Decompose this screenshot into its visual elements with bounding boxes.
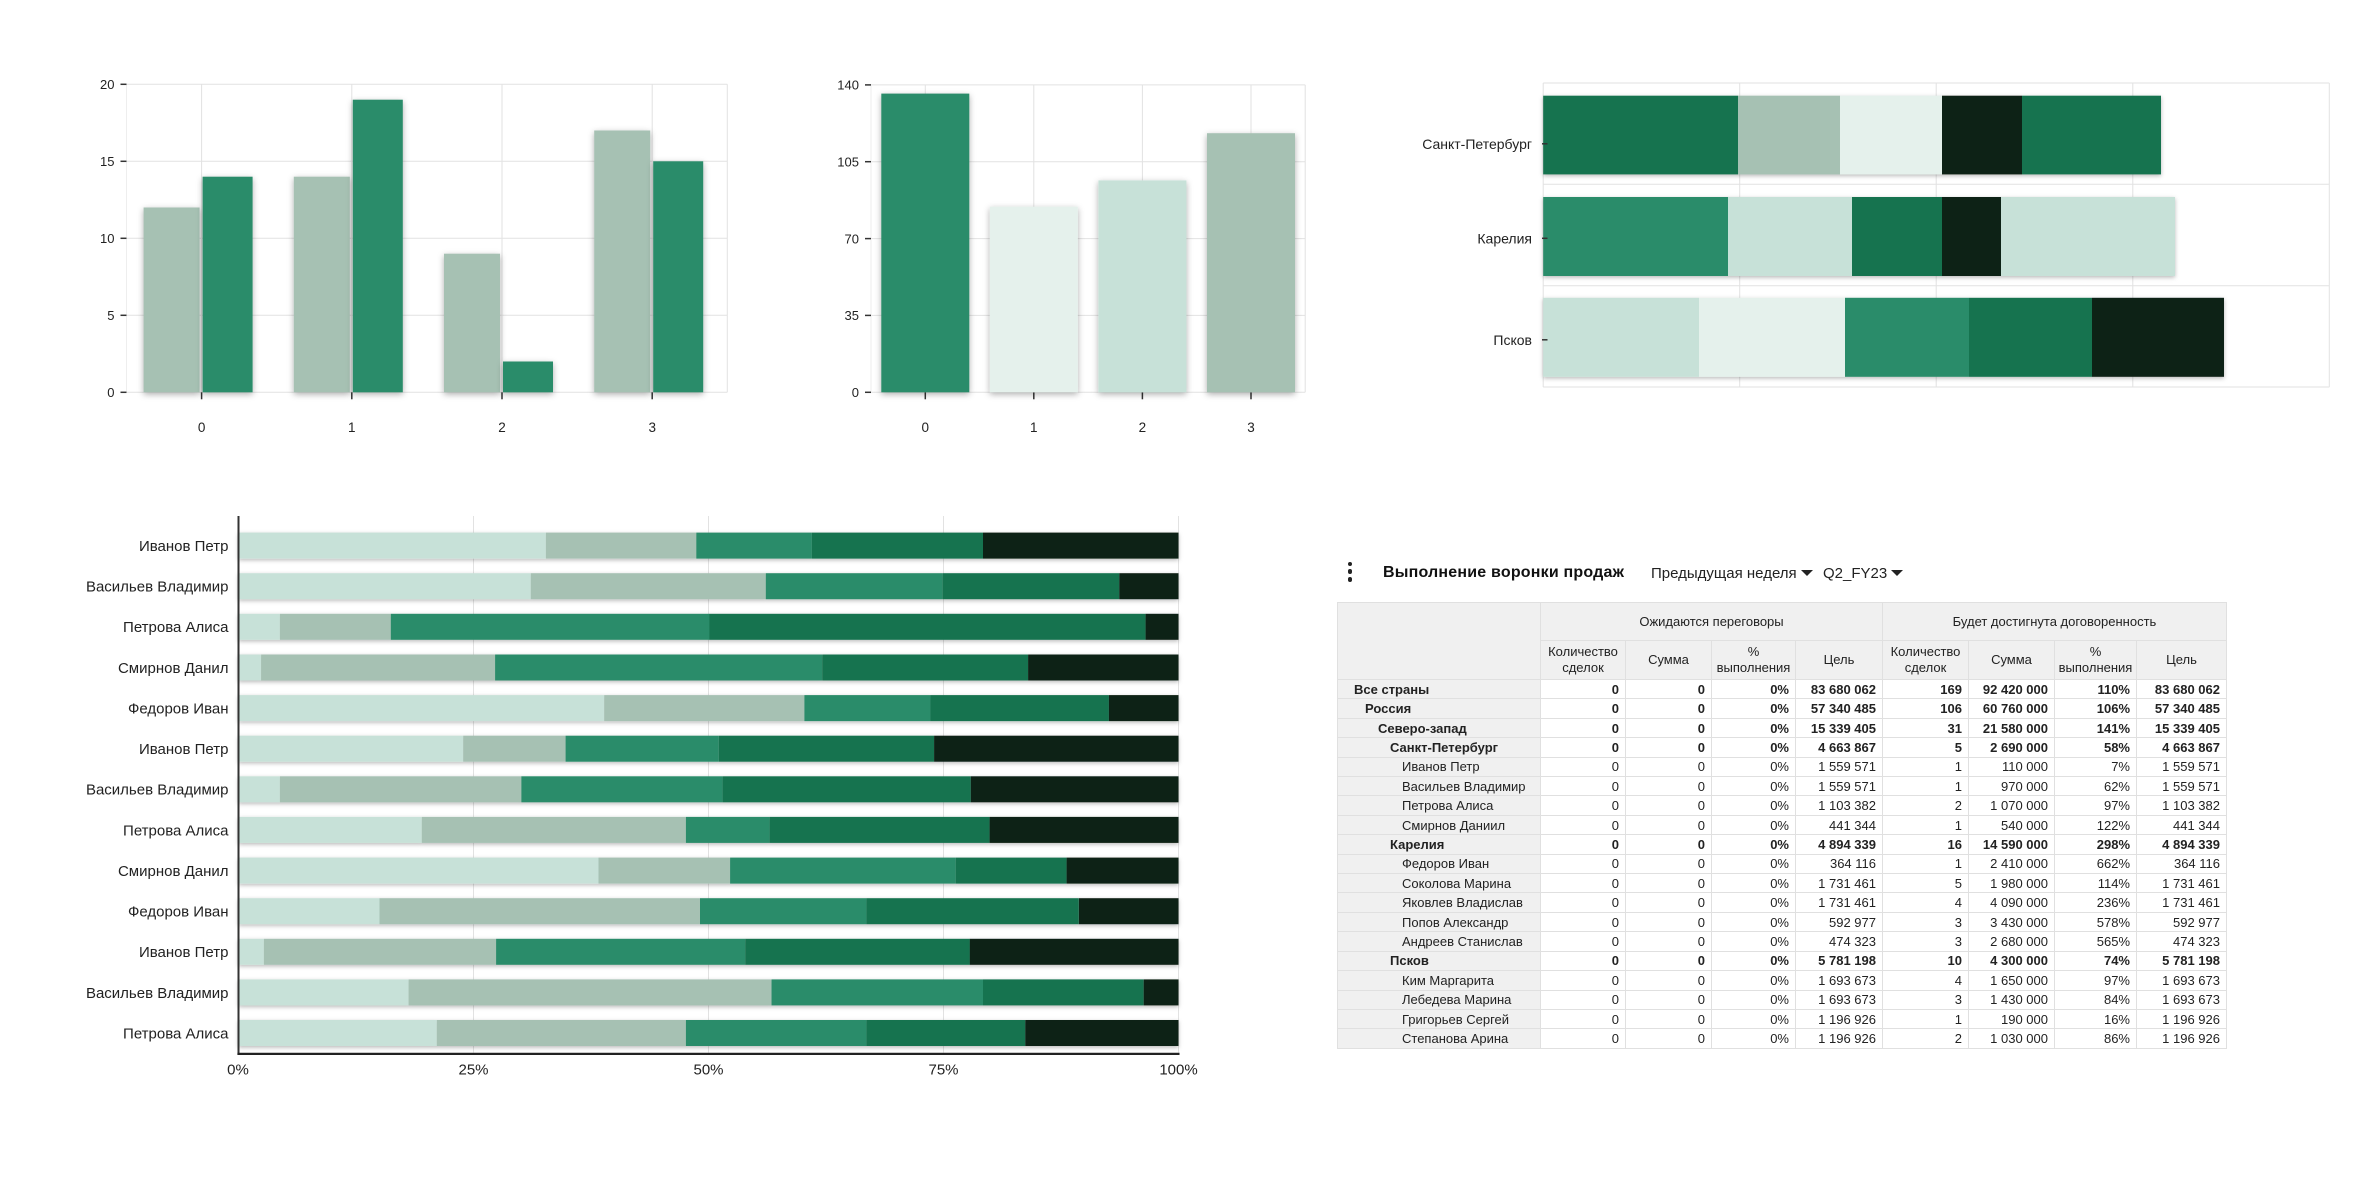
svg-text:75%: 75% [928, 1062, 958, 1079]
svg-text:Карелия: Карелия [1477, 230, 1532, 246]
svg-text:0%: 0% [227, 1062, 249, 1079]
svg-text:Федоров Иван: Федоров Иван [128, 701, 229, 718]
svg-text:35: 35 [845, 308, 859, 323]
svg-text:1: 1 [1030, 420, 1038, 435]
svg-text:0: 0 [922, 420, 930, 435]
svg-text:50%: 50% [693, 1062, 723, 1079]
svg-text:Петрова Алиса: Петрова Алиса [123, 1026, 229, 1043]
svg-text:2: 2 [1139, 420, 1147, 435]
svg-text:3: 3 [648, 420, 656, 435]
svg-text:70: 70 [845, 231, 859, 246]
svg-text:Псков: Псков [1493, 332, 1532, 348]
svg-text:Васильев Владимир: Васильев Владимир [86, 985, 229, 1002]
svg-text:25%: 25% [458, 1062, 488, 1079]
svg-text:Васильев Владимир: Васильев Владимир [86, 782, 229, 799]
svg-text:Иванов Петр: Иванов Петр [139, 741, 229, 758]
svg-text:0: 0 [852, 385, 859, 400]
svg-text:20: 20 [100, 77, 114, 92]
svg-text:0: 0 [107, 385, 114, 400]
svg-text:140: 140 [837, 78, 859, 93]
svg-text:Иванов Петр: Иванов Петр [139, 944, 229, 961]
svg-text:Смирнов Данил: Смирнов Данил [118, 660, 229, 677]
svg-text:Федоров Иван: Федоров Иван [128, 904, 229, 921]
svg-text:Петрова Алиса: Петрова Алиса [123, 822, 229, 839]
svg-text:3: 3 [1247, 420, 1255, 435]
svg-text:Васильев Владимир: Васильев Владимир [86, 579, 229, 596]
svg-text:Санкт-Петербург: Санкт-Петербург [1422, 136, 1532, 152]
svg-text:15: 15 [100, 154, 114, 169]
svg-text:2: 2 [498, 420, 506, 435]
svg-text:10: 10 [100, 231, 114, 246]
svg-text:1: 1 [348, 420, 356, 435]
svg-text:5: 5 [107, 308, 114, 323]
svg-text:105: 105 [837, 154, 859, 169]
svg-text:Смирнов Данил: Смирнов Данил [118, 863, 229, 880]
svg-text:100%: 100% [1159, 1062, 1197, 1079]
svg-text:Иванов Петр: Иванов Петр [139, 538, 229, 555]
svg-text:0: 0 [198, 420, 206, 435]
svg-text:Петрова Алиса: Петрова Алиса [123, 619, 229, 636]
